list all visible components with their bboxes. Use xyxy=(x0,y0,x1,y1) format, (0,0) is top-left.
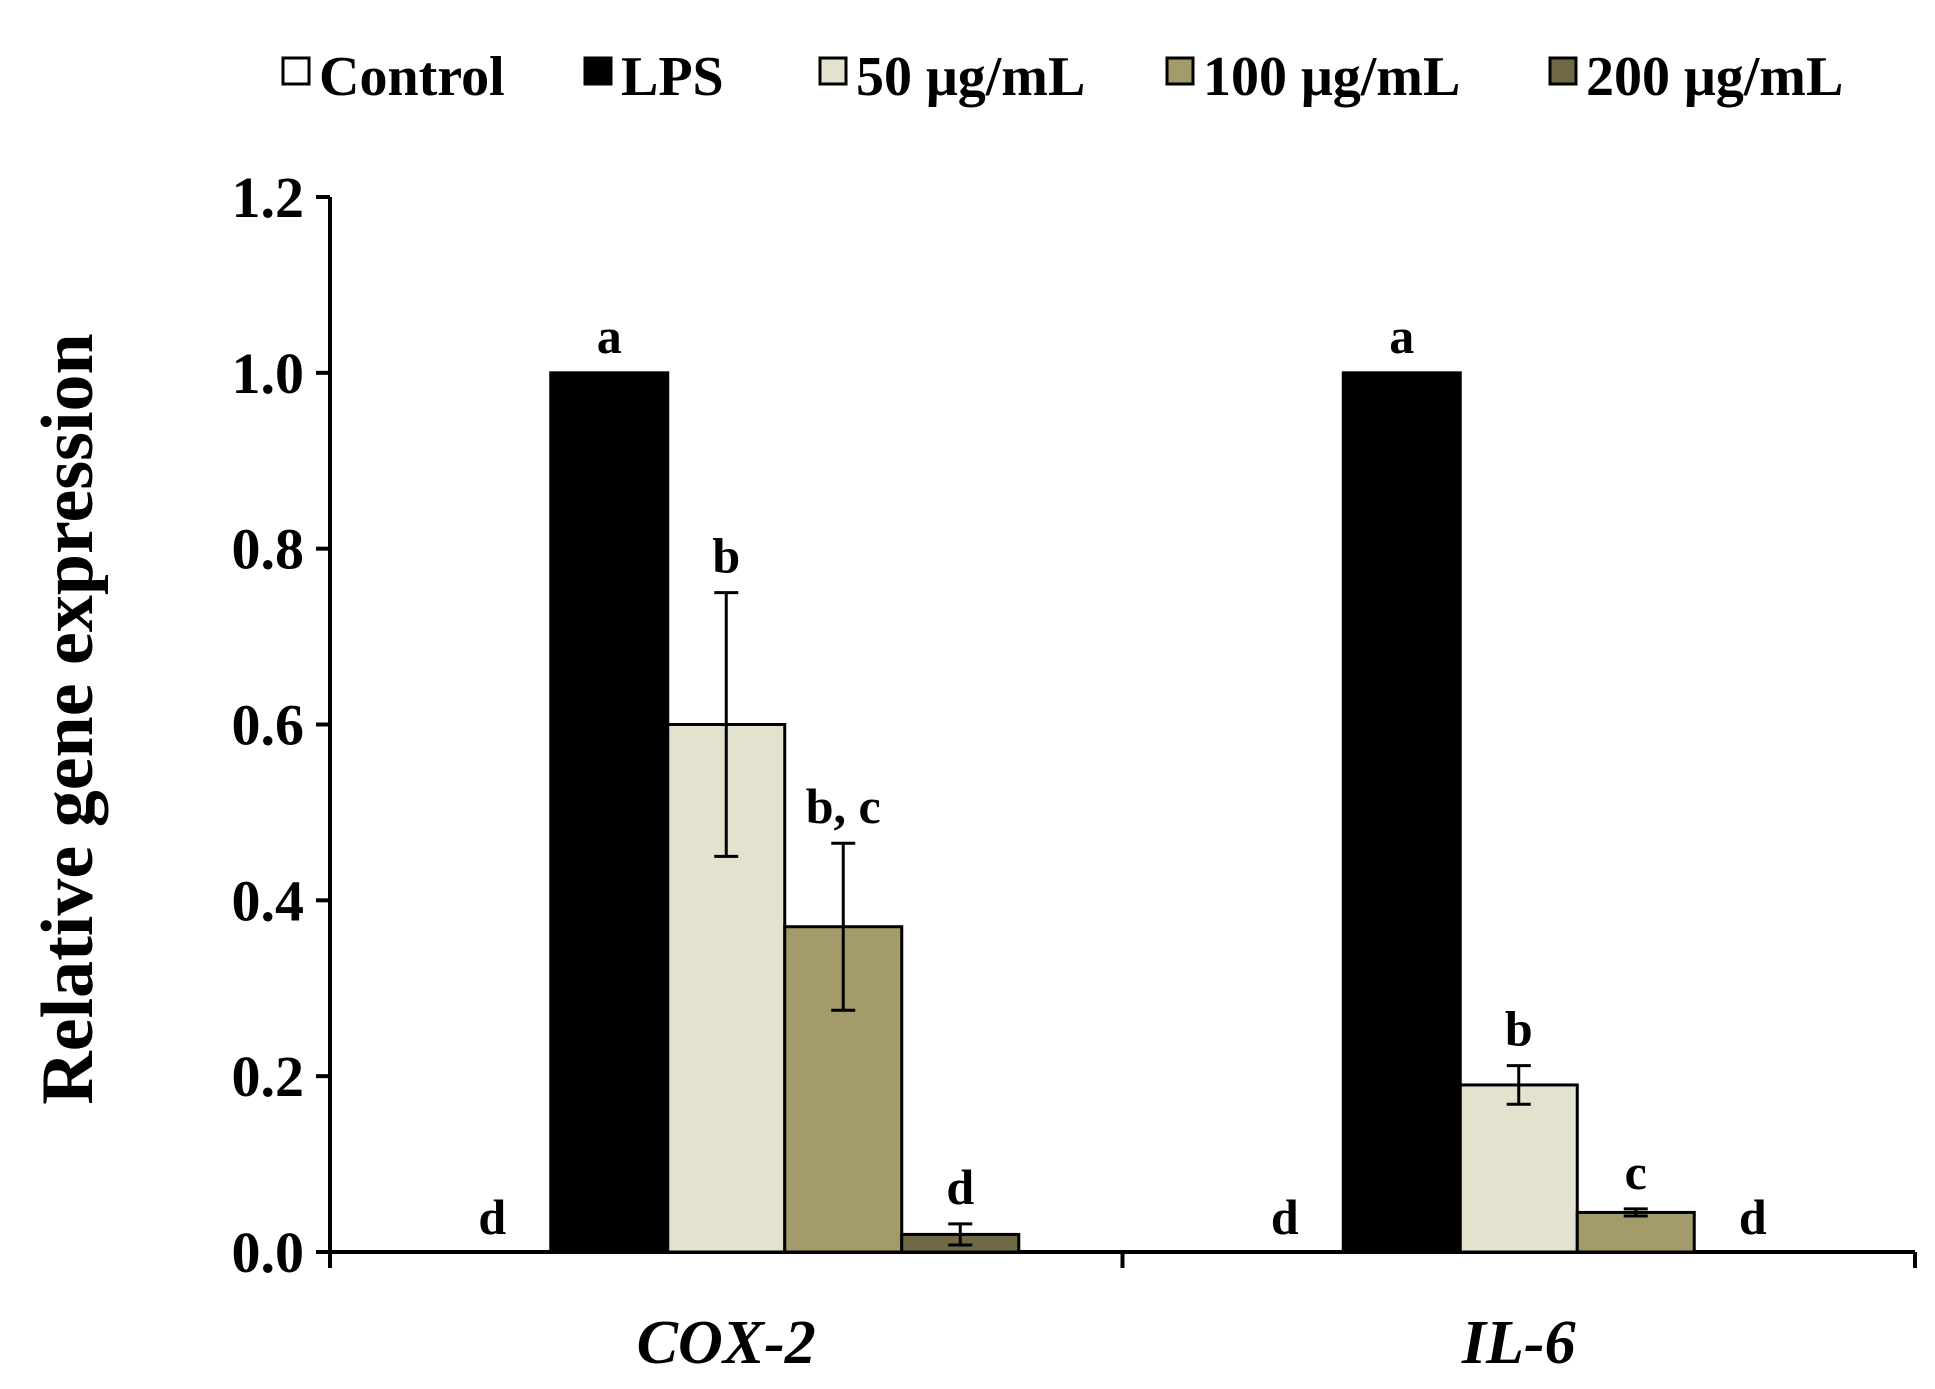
y-axis-label: Relative gene expression xyxy=(27,333,109,1104)
x-category-label: COX-2 xyxy=(637,1309,816,1377)
legend-label: 50 μg/mL xyxy=(856,46,1085,108)
y-tick-label: 1.2 xyxy=(232,165,305,230)
legend-swatch xyxy=(1548,56,1578,86)
bar xyxy=(1458,1083,1579,1254)
significance-letter: b xyxy=(1505,1001,1533,1057)
legend-swatch xyxy=(818,56,848,86)
y-tick-label: 0.4 xyxy=(232,868,305,933)
y-tick-label: 0.2 xyxy=(232,1044,305,1109)
significance-letter: a xyxy=(1389,308,1414,364)
legend-swatch xyxy=(281,56,311,86)
significance-letter: d xyxy=(478,1189,506,1245)
bar xyxy=(549,371,670,1254)
y-tick-label: 1.0 xyxy=(232,341,305,406)
y-tick-label: 0.0 xyxy=(232,1220,305,1285)
legend-label: LPS xyxy=(621,46,724,108)
y-tick-label: 0.8 xyxy=(232,517,305,582)
significance-letter: a xyxy=(597,308,622,364)
significance-letter: d xyxy=(1739,1189,1767,1245)
legend-swatch xyxy=(1165,56,1195,86)
significance-letter: b xyxy=(712,528,740,584)
significance-letter: d xyxy=(946,1159,974,1215)
significance-letter: b, c xyxy=(806,778,881,834)
y-tick-label: 0.6 xyxy=(232,693,305,758)
legend-label: Control xyxy=(319,46,505,108)
legend-swatch xyxy=(583,56,613,86)
bar xyxy=(1341,371,1462,1254)
significance-letter: d xyxy=(1271,1189,1299,1245)
bar xyxy=(1575,1210,1696,1254)
x-category-label: IL-6 xyxy=(1461,1309,1576,1377)
significance-letter: c xyxy=(1625,1144,1647,1200)
legend-label: 100 μg/mL xyxy=(1203,46,1460,108)
legend-label: 200 μg/mL xyxy=(1586,46,1843,108)
